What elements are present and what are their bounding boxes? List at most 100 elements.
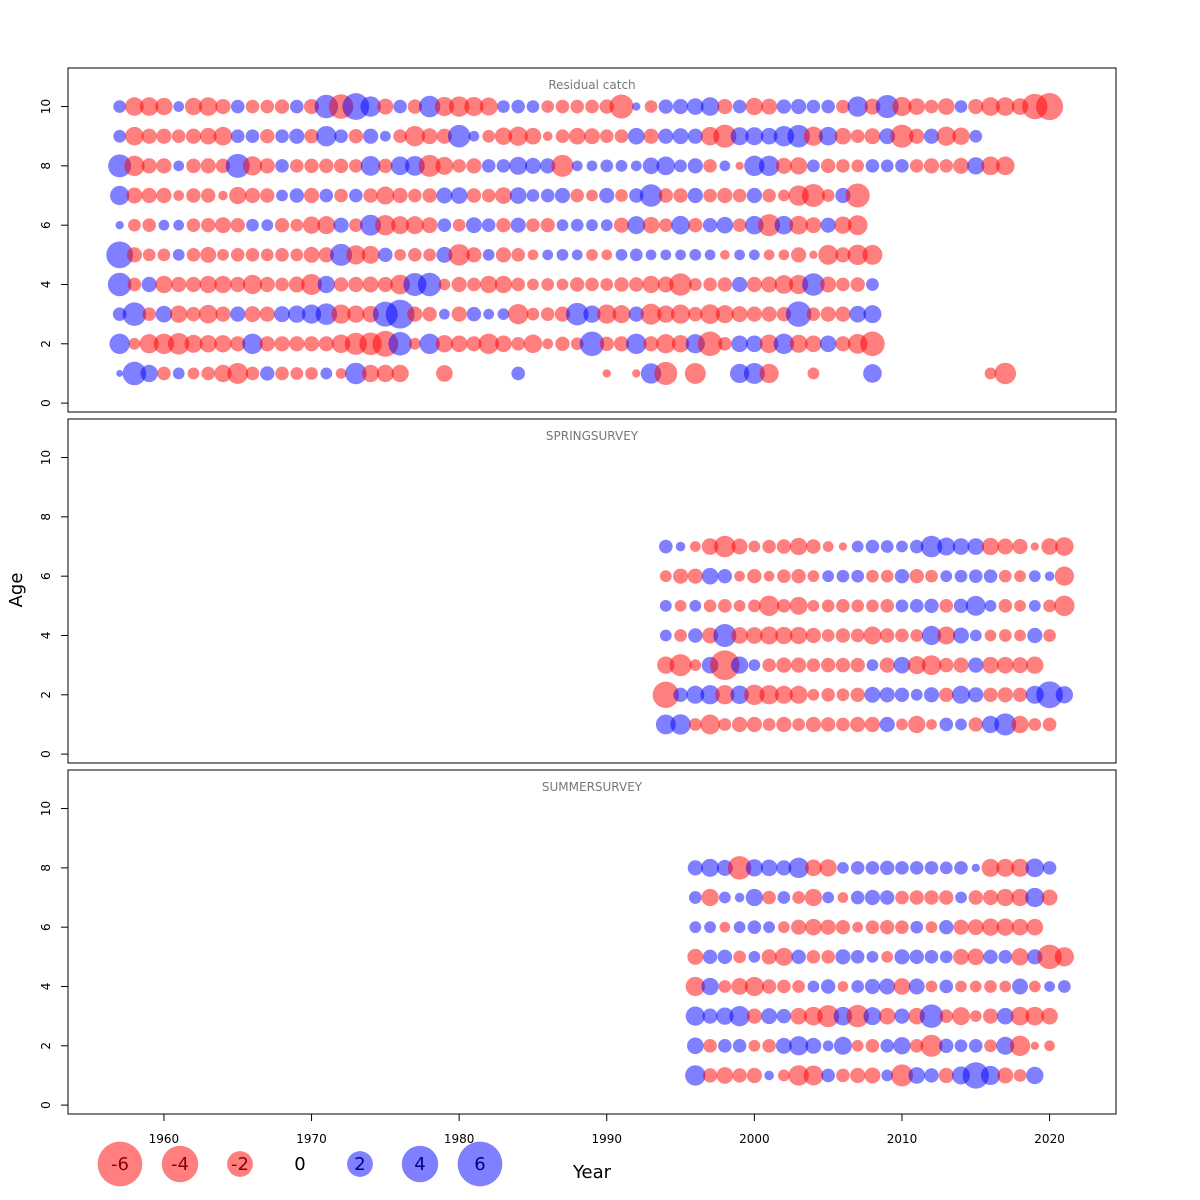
residual-bubble <box>671 335 690 353</box>
residual-bubble <box>758 595 780 617</box>
residual-bubble <box>863 305 882 324</box>
residual-bubble <box>333 158 349 174</box>
residual-bubble <box>614 129 629 144</box>
residual-bubble <box>744 976 764 997</box>
residual-bubble <box>542 131 553 142</box>
residual-bubble <box>658 188 674 203</box>
residual-bubble <box>939 890 954 905</box>
residual-bubble <box>703 188 717 203</box>
residual-bubble <box>555 99 570 114</box>
bubbles <box>106 92 1064 386</box>
residual-bubble <box>967 919 984 936</box>
residual-bubble <box>319 188 334 203</box>
residual-bubble <box>908 98 926 115</box>
residual-bubble <box>862 244 883 265</box>
residual-bubble <box>879 716 895 733</box>
residual-bubble <box>494 275 513 294</box>
residual-bubble <box>748 249 760 261</box>
residual-bubble <box>629 188 644 203</box>
residual-bubble <box>201 217 216 233</box>
residual-bubble <box>508 126 528 146</box>
residual-bubble <box>404 126 426 147</box>
residual-bubble <box>865 861 880 875</box>
y-tick-label: 4 <box>39 281 53 289</box>
residual-bubble <box>805 859 822 877</box>
residual-bubble <box>820 158 836 174</box>
residual-bubble <box>924 598 939 614</box>
residual-bubble <box>349 159 363 173</box>
residual-bubble <box>112 307 127 321</box>
residual-bubble <box>967 157 985 175</box>
residual-bubble <box>108 154 132 178</box>
residual-bubble <box>896 540 908 553</box>
residual-bubble <box>702 1068 718 1083</box>
residual-bubble <box>261 219 274 232</box>
residual-bubble <box>921 625 942 646</box>
residual-bubble <box>953 919 969 935</box>
residual-bubble <box>288 305 306 323</box>
residual-bubble <box>199 335 217 353</box>
residual-bubble <box>687 128 703 144</box>
residual-bubble <box>422 188 437 203</box>
residual-bubble <box>348 128 364 144</box>
residual-bubble <box>727 856 752 880</box>
residual-bubble <box>971 863 980 873</box>
y-tick-label: 6 <box>39 923 53 931</box>
residual-bubble <box>805 918 822 936</box>
residual-bubble <box>745 888 764 907</box>
residual-bubble <box>745 127 764 146</box>
residual-bubble <box>451 276 467 293</box>
y-tick-label: 6 <box>39 221 53 229</box>
residual-bubble <box>893 1037 911 1055</box>
residual-bubble <box>851 980 865 993</box>
residual-bubble <box>982 889 999 906</box>
residual-bubble <box>259 158 275 174</box>
residual-bubble <box>346 245 366 265</box>
residual-bubble <box>656 156 676 176</box>
residual-bubble <box>1036 681 1063 709</box>
residual-bubble <box>939 950 953 964</box>
panel-frame <box>67 769 1117 1115</box>
residual-bubble <box>789 596 808 615</box>
y-tick-label: 8 <box>39 513 53 521</box>
residual-bubble <box>866 599 879 613</box>
residual-bubble <box>953 157 969 174</box>
residual-bubble <box>570 277 585 292</box>
panel-2: 0 2 4 6 8 10 SUMMERSURVEY <box>39 769 1117 1115</box>
residual-bubble <box>807 570 820 583</box>
residual-bubble <box>524 157 541 174</box>
residual-bubble <box>579 331 605 357</box>
residual-bubble <box>186 158 201 174</box>
residual-bubble <box>746 627 763 644</box>
residual-bubble <box>242 274 263 295</box>
residual-bubble <box>762 1038 776 1053</box>
residual-bubble <box>983 687 998 703</box>
residual-bubble <box>527 278 539 291</box>
residual-bubble <box>509 156 528 175</box>
residual-bubble <box>214 335 232 353</box>
residual-bubble <box>880 569 894 583</box>
residual-bubble <box>880 599 895 613</box>
residual-bubble <box>747 568 762 584</box>
residual-bubble <box>244 187 261 204</box>
residual-bubble <box>894 949 910 965</box>
residual-bubble <box>526 307 540 321</box>
residual-bubble <box>483 308 495 320</box>
residual-bubble <box>748 659 761 672</box>
residual-bubble <box>448 244 470 266</box>
residual-bubble <box>554 187 571 204</box>
residual-bubble <box>777 979 791 994</box>
residual-bubble <box>657 305 675 323</box>
residual-bubble <box>615 159 628 172</box>
residual-bubble <box>1027 627 1043 644</box>
residual-bubble <box>835 949 851 965</box>
residual-bubble <box>880 860 895 876</box>
residual-bubble <box>124 155 145 177</box>
residual-bubble <box>349 218 363 232</box>
residual-bubble <box>866 569 879 583</box>
residual-bubble <box>984 629 997 642</box>
residual-bubble <box>761 1008 778 1025</box>
residual-bubble <box>817 1005 840 1028</box>
residual-bubble <box>672 128 689 145</box>
residual-bubble <box>789 537 808 556</box>
